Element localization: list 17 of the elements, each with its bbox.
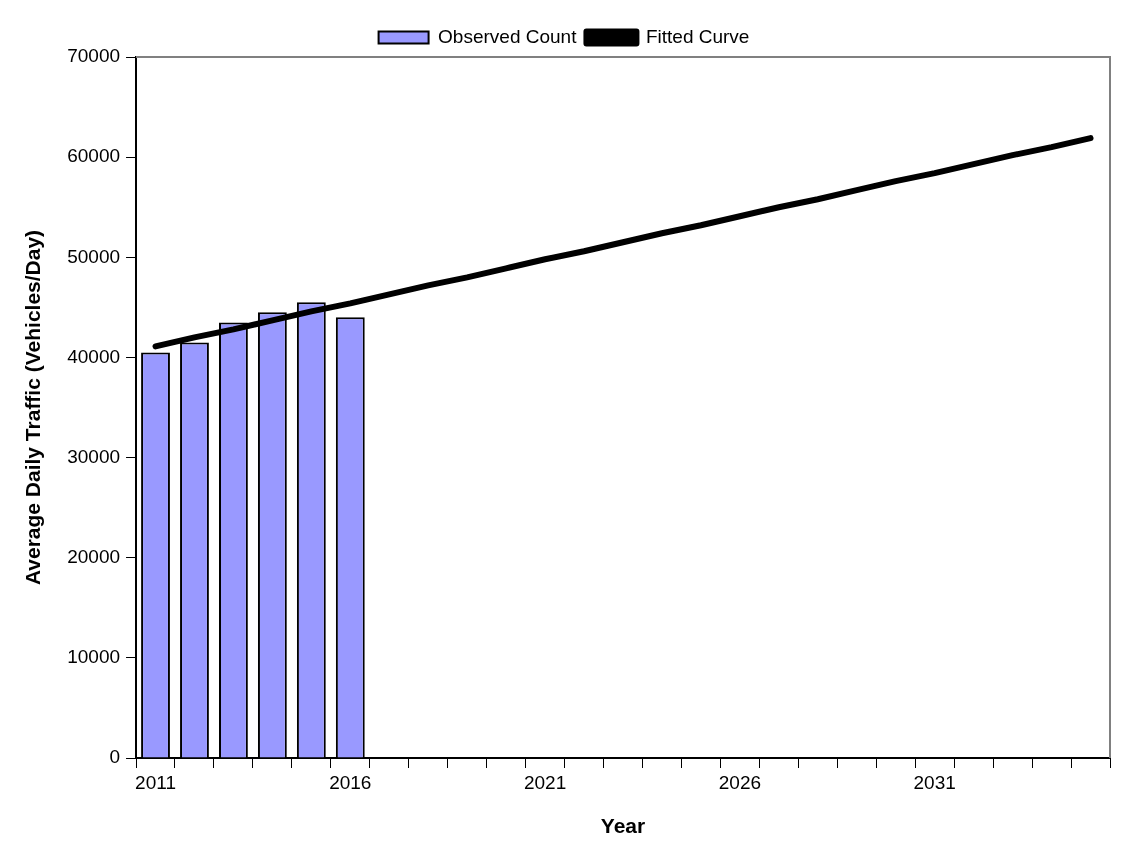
x-tick-label: 2016 [329,771,372,793]
x-tick-label: 2021 [523,771,567,793]
legend-label: Observed Count [438,25,578,47]
y-tick-label: 10000 [67,646,121,668]
y-axis-title: Average Daily Traffic (Vehicles/Day) [21,229,45,586]
y-tick-label: 40000 [67,345,121,367]
x-tick-label: 2031 [913,771,956,793]
y-tick-label: 60000 [67,145,121,167]
legend-label: Fitted Curve [645,25,750,47]
y-tick-label: 20000 [67,545,121,567]
y-tick-label: 0 [109,746,121,768]
x-tick-label: 2011 [135,771,176,793]
y-tick-label: 30000 [67,445,121,467]
x-axis-title: Year [600,814,646,838]
x-tick-label: 2026 [718,771,762,793]
y-tick-label: 50000 [67,245,121,267]
y-tick-label: 70000 [67,45,121,67]
